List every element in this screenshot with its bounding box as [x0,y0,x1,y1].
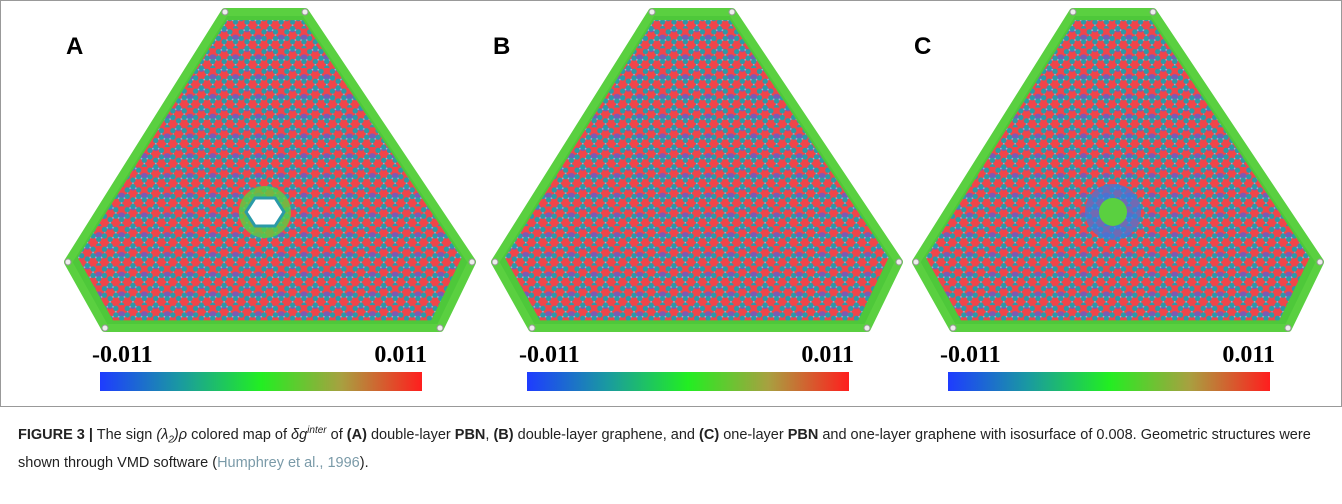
caption-text: )ρ [174,427,187,443]
hydrogen [529,325,535,331]
colorbar-min: -0.011 [940,342,1001,368]
panel: A -0.011 0.011 [65,9,475,391]
hydrogen [649,9,655,15]
caption-text: double-layer [367,427,455,443]
caption-text: inter [307,425,326,436]
center-spot [1099,198,1127,226]
caption: FIGURE 3 | The sign (λ2)ρ colored map of… [18,420,1318,474]
hydrogen [1070,9,1076,15]
colorbar-max: 0.011 [1222,342,1275,368]
caption-text: of [327,427,347,443]
hydrogen [469,259,475,265]
caption-text: (A) [347,427,367,443]
caption-text: The sign [93,427,156,443]
colorbar [100,372,422,391]
panel-label: C [914,33,931,60]
hydrogen [492,259,498,265]
caption-text[interactable]: Humphrey et al., 1996 [217,455,360,471]
hydrogen [729,9,735,15]
hydrogen [1150,9,1156,15]
caption-text: (λ [156,427,168,443]
caption-label: FIGURE 3 | [18,427,93,443]
caption-text: colored map of [187,427,291,443]
panel-label: A [66,33,83,60]
hydrogen [896,259,902,265]
caption-text: ). [360,455,369,471]
caption-text: (C) [699,427,719,443]
caption-text: PBN [788,427,819,443]
caption-text: PBN [455,427,486,443]
colorbar-min: -0.011 [519,342,580,368]
caption-text: one-layer [719,427,788,443]
hydrogen [913,259,919,265]
colorbar [948,372,1270,391]
caption-text: (B) [493,427,513,443]
hydrogen [302,9,308,15]
hydrogen [65,259,71,265]
caption-text: double-layer graphene, and [514,427,699,443]
colorbar-max: 0.011 [801,342,854,368]
figure: A -0.011 0.011 B -0.011 0.011 C -0.011 0.011 [0,0,1342,410]
caption-text: δg [291,427,307,443]
colorbar [527,372,849,391]
panel: B -0.011 0.011 [492,9,902,391]
panel-label: B [493,33,510,60]
colorbar-min: -0.011 [92,342,153,368]
page: A -0.011 0.011 B -0.011 0.011 C -0.011 0.011 FIG… [0,0,1342,504]
hydrogen [222,9,228,15]
hydrogen [950,325,956,331]
colorbar-max: 0.011 [374,342,427,368]
hydrogen [1317,259,1323,265]
hydrogen [864,325,870,331]
hydrogen [437,325,443,331]
center-hole [246,198,284,226]
hydrogen [102,325,108,331]
panel: C -0.011 0.011 [913,9,1323,391]
hydrogen [1285,325,1291,331]
